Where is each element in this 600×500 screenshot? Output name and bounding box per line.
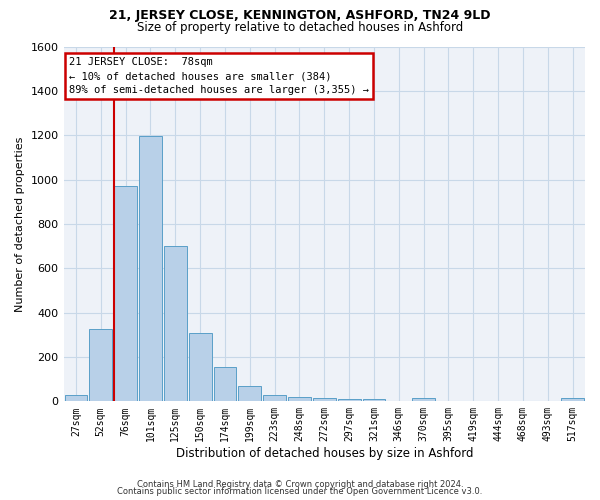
Text: Contains HM Land Registry data © Crown copyright and database right 2024.: Contains HM Land Registry data © Crown c… — [137, 480, 463, 489]
Text: 21 JERSEY CLOSE:  78sqm
← 10% of detached houses are smaller (384)
89% of semi-d: 21 JERSEY CLOSE: 78sqm ← 10% of detached… — [69, 57, 369, 95]
Text: Size of property relative to detached houses in Ashford: Size of property relative to detached ho… — [137, 21, 463, 34]
Bar — [238, 386, 261, 402]
Bar — [263, 394, 286, 402]
Bar — [338, 399, 361, 402]
Bar — [412, 398, 435, 402]
Y-axis label: Number of detached properties: Number of detached properties — [15, 136, 25, 312]
Bar — [188, 332, 212, 402]
Bar — [362, 399, 385, 402]
Bar — [164, 246, 187, 402]
Text: Contains public sector information licensed under the Open Government Licence v3: Contains public sector information licen… — [118, 487, 482, 496]
Bar — [313, 398, 335, 402]
Bar — [89, 330, 112, 402]
X-axis label: Distribution of detached houses by size in Ashford: Distribution of detached houses by size … — [176, 447, 473, 460]
Bar — [139, 136, 162, 402]
Bar — [288, 397, 311, 402]
Bar — [561, 398, 584, 402]
Bar — [114, 186, 137, 402]
Bar — [65, 394, 88, 402]
Bar — [214, 367, 236, 402]
Text: 21, JERSEY CLOSE, KENNINGTON, ASHFORD, TN24 9LD: 21, JERSEY CLOSE, KENNINGTON, ASHFORD, T… — [109, 9, 491, 22]
